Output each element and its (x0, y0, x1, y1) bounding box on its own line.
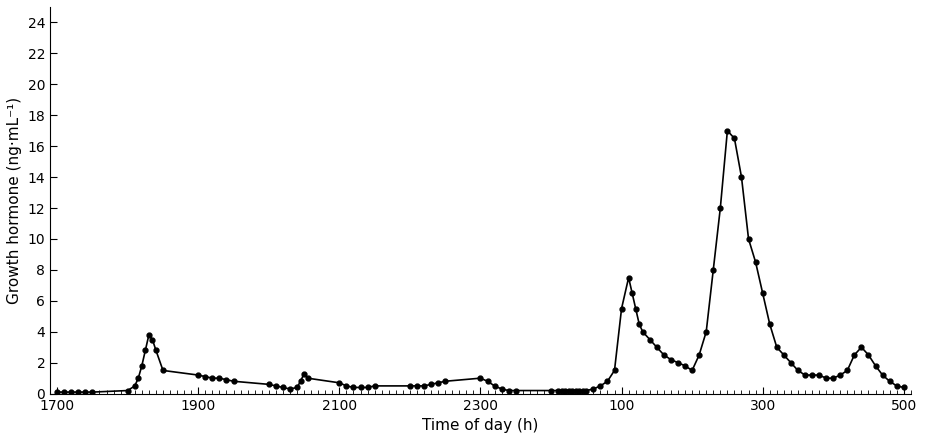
Y-axis label: Growth hormone (ng·mL⁻¹): Growth hormone (ng·mL⁻¹) (7, 97, 22, 304)
X-axis label: Time of day (h): Time of day (h) (423, 418, 538, 433)
